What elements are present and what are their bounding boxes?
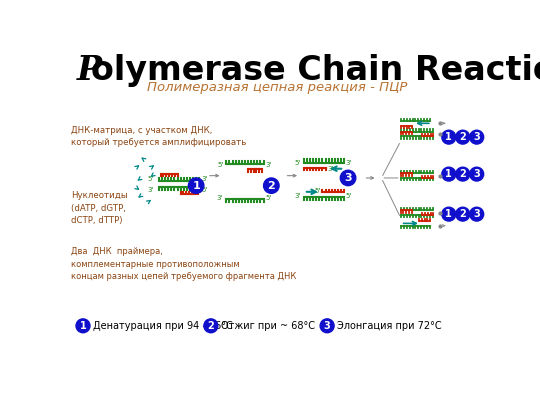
Text: 3: 3 <box>474 169 480 179</box>
Text: 1: 1 <box>446 169 452 179</box>
Text: 5': 5' <box>294 160 301 166</box>
Text: Два  ДНК  праймера,
комплементарные противоположным
концам разных цепей требуемо: Два ДНК праймера, комплементарные против… <box>71 247 297 281</box>
Text: 1: 1 <box>446 132 452 142</box>
Text: 2: 2 <box>460 209 466 219</box>
Text: 3': 3' <box>147 187 153 192</box>
Text: 2: 2 <box>460 169 466 179</box>
Text: P: P <box>77 53 102 87</box>
Text: 3': 3' <box>294 194 301 199</box>
Circle shape <box>340 170 356 185</box>
Text: 5': 5' <box>147 176 153 182</box>
Circle shape <box>456 167 470 181</box>
Circle shape <box>442 207 456 221</box>
Circle shape <box>470 130 484 144</box>
Text: ДНК-матрица, с участком ДНК,
который требуется амплифицировать: ДНК-матрица, с участком ДНК, который тре… <box>71 126 247 147</box>
Text: 5': 5' <box>315 188 321 194</box>
Text: olymerase Chain Reaction (PCR): olymerase Chain Reaction (PCR) <box>91 53 540 87</box>
Text: 3: 3 <box>474 209 480 219</box>
Circle shape <box>204 319 218 333</box>
Text: 3': 3' <box>201 176 208 182</box>
Circle shape <box>470 207 484 221</box>
Text: 5': 5' <box>217 162 223 168</box>
Circle shape <box>456 207 470 221</box>
Text: 5': 5' <box>346 194 352 199</box>
Text: Денатурация при 94 - 96°C: Денатурация при 94 - 96°C <box>93 321 233 331</box>
Text: Отжиг при ~ 68°C: Отжиг при ~ 68°C <box>221 321 315 331</box>
Text: 3': 3' <box>217 195 223 201</box>
Text: 3: 3 <box>474 132 480 142</box>
Text: 3': 3' <box>346 160 352 166</box>
Text: Элонгация при 72°C: Элонгация при 72°C <box>337 321 442 331</box>
Text: 2: 2 <box>460 132 466 142</box>
Text: 1: 1 <box>79 321 86 331</box>
Text: 3': 3' <box>265 162 272 168</box>
Circle shape <box>320 319 334 333</box>
Text: 5': 5' <box>201 187 208 192</box>
Circle shape <box>470 167 484 181</box>
Text: 3': 3' <box>327 166 334 173</box>
Text: 1: 1 <box>192 181 200 191</box>
Text: 3: 3 <box>344 173 352 183</box>
Circle shape <box>442 130 456 144</box>
Text: Полимеразная цепная реакция - ПЦР: Полимеразная цепная реакция - ПЦР <box>146 81 407 94</box>
Text: 1: 1 <box>446 209 452 219</box>
Text: 2: 2 <box>207 321 214 331</box>
Text: Нуклеотиды
(dATP, dGTP,
dCTP, dTTP): Нуклеотиды (dATP, dGTP, dCTP, dTTP) <box>71 191 128 225</box>
Circle shape <box>456 130 470 144</box>
Text: 5': 5' <box>265 195 272 201</box>
Text: 3: 3 <box>324 321 330 331</box>
Text: 2: 2 <box>267 181 275 191</box>
Circle shape <box>442 167 456 181</box>
Circle shape <box>264 178 279 193</box>
Circle shape <box>76 319 90 333</box>
Circle shape <box>188 178 204 193</box>
